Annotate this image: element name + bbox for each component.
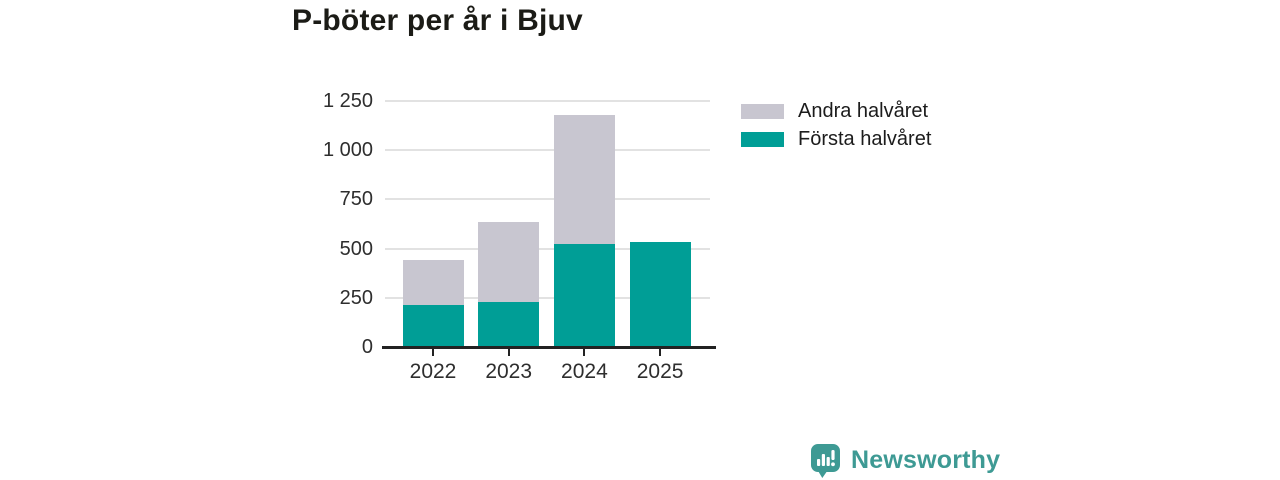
- plot-area: 0 250 500 750 1 000 1 250 2022 2023 2024 2025: [323, 90, 716, 383]
- legend-label-andra-halvaret: Andra halvåret: [798, 100, 929, 122]
- legend-item-andra-halvaret: Andra halvåret: [741, 100, 931, 122]
- brand-footer: Newsworthy: [810, 443, 1000, 478]
- gridline-1250: [385, 100, 710, 102]
- bar-segment-2023-forsta: [478, 301, 540, 347]
- x-tick-label-2025: 2025: [636, 360, 684, 383]
- y-tick-label-750: 750: [339, 188, 373, 211]
- bar-segment-2022-andra: [402, 260, 464, 305]
- x-tick-2025: [659, 348, 662, 356]
- x-tick-2024: [583, 348, 586, 356]
- legend-swatch-andra-halvaret: [741, 103, 784, 119]
- y-tick-label-250: 250: [339, 286, 373, 309]
- bar-segment-2024-forsta: [553, 243, 615, 347]
- bar-segment-2023-andra: [478, 222, 540, 302]
- chart-title: P-böter per år i Bjuv: [292, 4, 583, 37]
- x-tick-2022: [432, 348, 434, 356]
- brand-name: Newsworthy: [851, 446, 1001, 474]
- x-tick-2023: [507, 348, 510, 356]
- bar-segment-2025-forsta: [629, 241, 691, 347]
- gridline-1000: [385, 149, 710, 152]
- y-tick-label-500: 500: [339, 237, 373, 260]
- gridline-750: [385, 198, 710, 201]
- gridline-500: [385, 247, 710, 250]
- legend-swatch-forsta-halvaret: [741, 131, 784, 147]
- gridline-250: [385, 296, 710, 299]
- x-tick-label-2024: 2024: [561, 360, 608, 383]
- legend: Andra halvåret Första halvåret: [741, 100, 932, 159]
- y-tick-label-0: 0: [361, 336, 373, 358]
- newsworthy-logo-icon: [810, 443, 841, 478]
- y-tick-label-1000: 1 000: [322, 139, 373, 162]
- bar-segment-2022-forsta: [402, 304, 464, 347]
- x-axis-line: [382, 346, 716, 349]
- legend-item-forsta-halvaret: Första halvåret: [741, 128, 932, 150]
- x-tick-label-2022: 2022: [409, 360, 457, 383]
- legend-label-forsta-halvaret: Första halvåret: [798, 128, 932, 150]
- x-tick-label-2023: 2023: [485, 360, 533, 383]
- y-tick-label-1250: 1 250: [322, 90, 373, 112]
- bar-segment-2024-andra: [553, 114, 615, 244]
